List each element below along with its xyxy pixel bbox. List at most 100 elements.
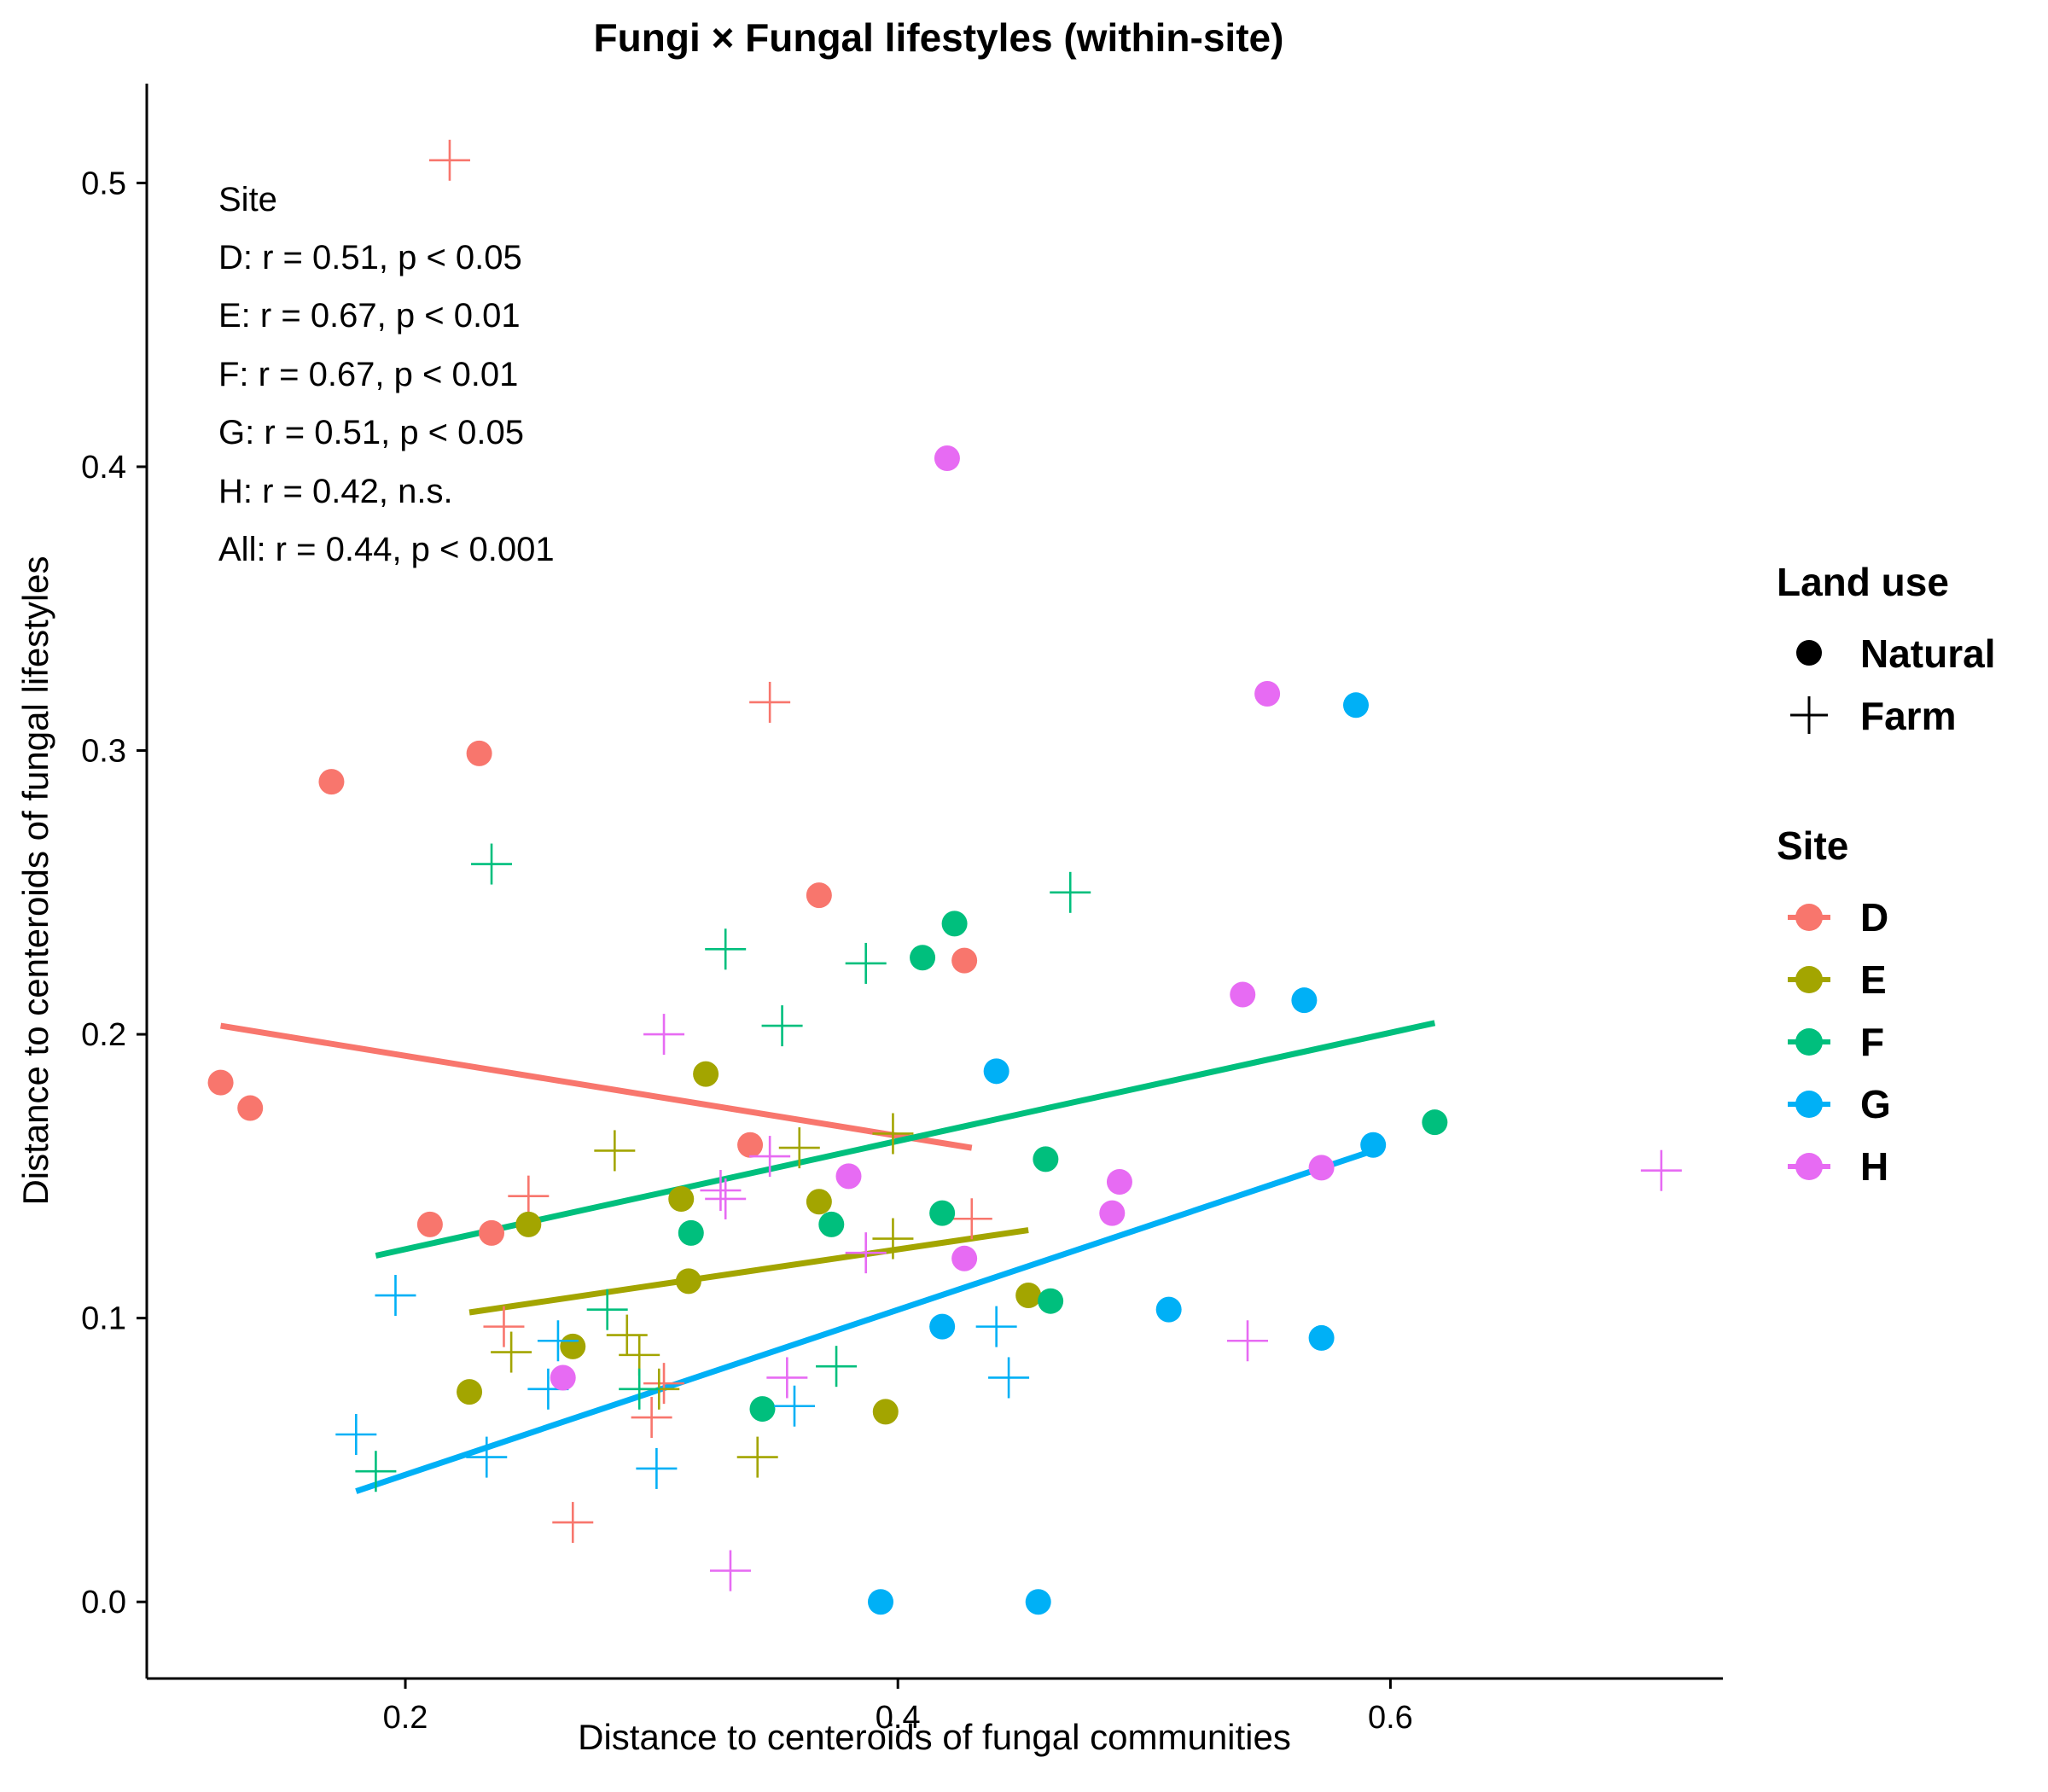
natural-point-f	[1033, 1146, 1059, 1172]
natural-point-e	[806, 1189, 832, 1215]
natural-point-d	[416, 1211, 443, 1237]
farm-point-f	[1050, 871, 1091, 913]
natural-point-g	[983, 1058, 1009, 1085]
chart-title: Fungi × Fungal lifestyles (within-site)	[594, 15, 1284, 60]
natural-point-f	[1038, 1288, 1064, 1314]
natural-point-d	[237, 1095, 264, 1121]
y-tick-label: 0.5	[81, 166, 126, 201]
y-axis-label: Distance to centeroids of fungal lifesty…	[15, 556, 55, 1205]
fit-lines	[220, 1020, 1436, 1494]
farm-point-e	[594, 1130, 636, 1172]
legend-farm-key	[1790, 696, 1828, 734]
annotation-line-e: E: r = 0.67, p < 0.01	[218, 297, 521, 335]
y-axis-ticks: 0.0 0.1 0.2 0.3 0.4 0.5	[81, 166, 147, 1620]
natural-point-g	[1155, 1296, 1182, 1323]
natural-point-e	[1015, 1283, 1042, 1309]
farm-point-h	[1640, 1149, 1682, 1191]
natural-point-d	[466, 740, 492, 766]
annotation-line-g: G: r = 0.51, p < 0.05	[218, 414, 524, 451]
natural-point-h	[934, 445, 960, 471]
farm-point-g	[537, 1320, 579, 1362]
natural-point-h	[1106, 1169, 1132, 1196]
legend-site-f-dot	[1795, 1028, 1823, 1056]
legend-natural-label: Natural	[1860, 631, 1995, 676]
legend-site-title: Site	[1777, 823, 1848, 868]
natural-point-g	[1308, 1324, 1335, 1351]
x-axis-ticks: 0.2 0.4 0.6	[383, 1679, 1413, 1736]
natural-point-h	[835, 1163, 862, 1190]
annotation-line-h: H: r = 0.42, n.s.	[218, 473, 453, 510]
natural-point-d	[951, 947, 978, 974]
farm-point-h	[749, 1136, 791, 1178]
farm-point-d	[951, 1198, 992, 1240]
legend-site-e-label: E	[1860, 957, 1887, 1002]
farm-point-e	[491, 1331, 532, 1373]
natural-point-g	[1360, 1132, 1387, 1158]
farm-point-h	[705, 1178, 747, 1219]
legend-site-h-label: H	[1860, 1144, 1888, 1189]
natural-point-e	[668, 1185, 695, 1212]
natural-point-f	[941, 911, 968, 937]
annotation-line-d: D: r = 0.51, p < 0.05	[218, 239, 522, 276]
farm-point-h	[709, 1550, 751, 1591]
natural-point-d	[806, 882, 832, 909]
natural-point-g	[1342, 692, 1369, 719]
natural-point-g	[929, 1313, 956, 1340]
farm-point-d	[643, 1363, 685, 1405]
legend-site-d-label: D	[1860, 895, 1888, 940]
y-tick-label: 0.4	[81, 450, 126, 486]
farm-point-f	[355, 1451, 397, 1492]
natural-point-d	[207, 1069, 234, 1096]
farm-point-h	[643, 1014, 685, 1056]
legend: Land use Natural Farm Site D E F G H	[1777, 560, 1995, 1189]
data-points	[207, 139, 1682, 1615]
natural-point-f	[1422, 1109, 1448, 1136]
farm-point-g	[466, 1436, 508, 1478]
y-tick-label: 0.3	[81, 734, 126, 770]
natural-point-e	[560, 1333, 586, 1359]
natural-point-e	[675, 1268, 701, 1295]
farm-point-f	[761, 1005, 803, 1047]
farm-point-h	[845, 1232, 887, 1274]
farm-point-f	[816, 1346, 858, 1388]
farm-point-d	[749, 681, 791, 723]
natural-point-e	[693, 1061, 719, 1087]
natural-point-f	[818, 1211, 845, 1237]
farm-point-h	[766, 1357, 808, 1399]
legend-site-g-label: G	[1860, 1082, 1891, 1126]
natural-point-h	[550, 1364, 576, 1391]
legend-site-f-label: F	[1860, 1020, 1884, 1064]
legend-site-d-dot	[1795, 904, 1823, 931]
farm-point-d	[428, 139, 470, 181]
fit-line-f	[375, 1020, 1436, 1259]
farm-point-e	[778, 1127, 820, 1169]
farm-point-g	[774, 1385, 816, 1427]
farm-point-g	[335, 1413, 377, 1455]
annotation-title: Site	[218, 181, 277, 218]
natural-point-f	[929, 1200, 956, 1226]
farm-point-g	[988, 1357, 1030, 1399]
farm-point-f	[619, 1368, 660, 1410]
y-tick-label: 0.2	[81, 1017, 126, 1053]
legend-site-keys	[1788, 904, 1830, 1180]
natural-point-d	[479, 1219, 505, 1246]
x-tick-label: 0.2	[383, 1700, 428, 1736]
x-tick-label: 0.6	[1368, 1700, 1413, 1736]
natural-point-g	[868, 1589, 894, 1615]
farm-point-f	[705, 928, 747, 970]
farm-point-g	[636, 1447, 678, 1489]
farm-point-d	[508, 1175, 550, 1217]
fit-line-d	[220, 1022, 973, 1151]
farm-point-g	[975, 1306, 1017, 1347]
natural-point-h	[1230, 981, 1256, 1008]
natural-point-h	[1254, 681, 1281, 707]
natural-point-e	[457, 1379, 483, 1405]
annotation-line-f: F: r = 0.67, p < 0.01	[218, 356, 518, 393]
natural-point-f	[910, 945, 936, 971]
farm-point-f	[845, 942, 887, 984]
farm-point-e	[872, 1113, 914, 1155]
farm-point-e	[872, 1218, 914, 1260]
natural-point-d	[737, 1132, 764, 1158]
natural-point-d	[318, 769, 345, 795]
